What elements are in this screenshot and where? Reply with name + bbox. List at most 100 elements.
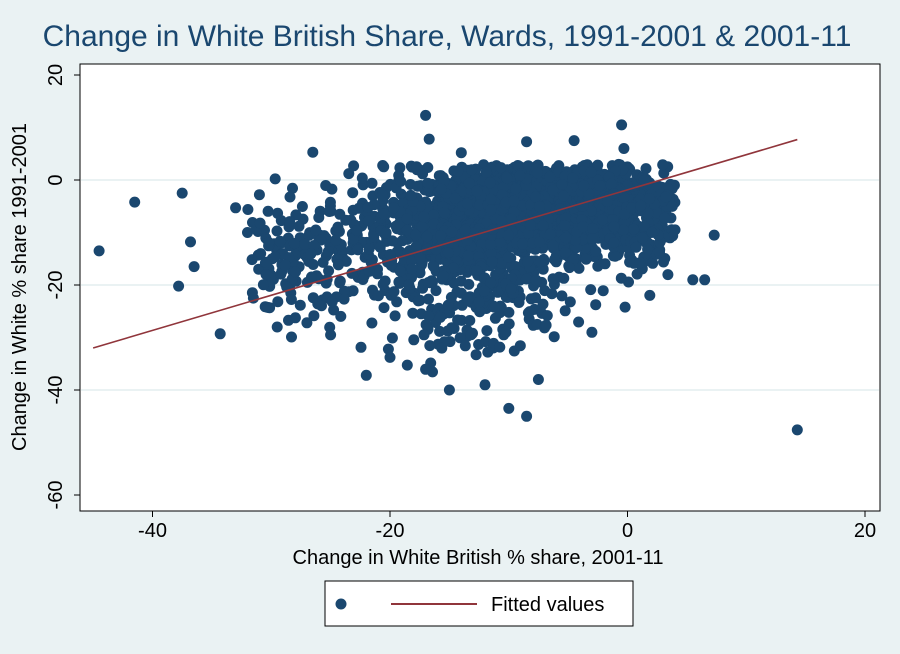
scatter-points <box>93 109 803 436</box>
scatter-point <box>410 241 422 253</box>
scatter-point <box>471 265 483 276</box>
scatter-point <box>347 187 359 199</box>
scatter-point <box>380 227 392 239</box>
scatter-point <box>587 223 599 234</box>
scatter-point <box>395 175 407 187</box>
scatter-point <box>422 277 434 288</box>
scatter-point <box>577 221 589 233</box>
scatter-point <box>317 256 329 268</box>
scatter-point <box>368 231 380 243</box>
scatter-point-outlier <box>307 146 319 158</box>
scatter-point <box>379 275 391 287</box>
scatter-point-outlier <box>253 189 265 201</box>
scatter-point <box>646 226 658 238</box>
scatter-point-outlier <box>301 317 313 329</box>
scatter-point <box>662 269 674 281</box>
scatter-point <box>310 224 322 236</box>
scatter-point <box>322 246 334 257</box>
scatter-point <box>500 326 512 338</box>
scatter-point <box>637 232 648 244</box>
legend: Fitted values <box>324 580 634 627</box>
scatter-point <box>578 180 590 192</box>
scatter-point <box>481 325 493 337</box>
scatter-point <box>642 243 654 255</box>
scatter-point <box>549 254 560 266</box>
scatter-point-outlier <box>532 374 544 385</box>
scatter-point <box>522 256 534 268</box>
scatter-point <box>465 329 477 341</box>
scatter-point <box>485 193 497 205</box>
scatter-point <box>609 250 621 262</box>
scatter-point <box>388 286 400 298</box>
scatter-point <box>254 217 266 229</box>
scatter-point-outlier <box>479 379 491 391</box>
scatter-point <box>242 204 254 215</box>
scatter-point <box>583 188 595 200</box>
scatter-point <box>306 271 317 283</box>
scatter-point <box>540 319 552 331</box>
scatter-point <box>434 311 446 323</box>
scatter-point-outlier <box>616 119 628 131</box>
scatter-point <box>421 231 433 243</box>
scatter-point <box>547 184 559 196</box>
scatter-point <box>436 342 448 354</box>
scatter-point <box>296 201 308 212</box>
scatter-point <box>294 299 306 311</box>
scatter-point <box>547 240 559 252</box>
scatter-point <box>366 177 378 189</box>
scatter-point <box>520 273 532 285</box>
scatter-point <box>590 299 602 311</box>
scatter-point <box>372 290 384 302</box>
scatter-point <box>459 224 471 236</box>
scatter-point <box>401 359 413 371</box>
scatter-point <box>308 310 320 322</box>
scatter-point <box>378 208 390 220</box>
scatter-point <box>644 289 656 301</box>
scatter-point <box>423 293 434 305</box>
scatter-point-outlier <box>423 133 435 145</box>
scatter-point <box>332 259 344 271</box>
scatter-point <box>608 237 620 249</box>
scatter-point <box>502 251 514 263</box>
scatter-point <box>617 224 629 236</box>
scatter-point <box>489 301 500 313</box>
scatter-point <box>388 202 400 214</box>
scatter-point <box>657 159 669 171</box>
scatter-point-outlier <box>618 143 630 154</box>
scatter-point <box>523 227 534 239</box>
scatter-point <box>338 293 350 305</box>
x-axis-label: Change in White British % share, 2001-11 <box>293 547 664 569</box>
scatter-point <box>548 331 560 343</box>
scatter-point-outlier <box>687 274 699 286</box>
scatter-point <box>330 234 342 246</box>
scatter-point <box>422 177 434 189</box>
axis-ticks: 20 0 -20 -40 -60 -40 -20 0 20 <box>45 64 876 542</box>
y-tick-label: -60 <box>45 481 67 510</box>
scatter-point <box>659 212 671 224</box>
scatter-point <box>447 262 459 274</box>
scatter-point <box>466 164 478 176</box>
scatter-point <box>594 180 606 192</box>
scatter-point <box>541 310 553 322</box>
scatter-point <box>563 262 575 274</box>
scatter-point <box>260 269 272 280</box>
scatter-point <box>289 312 301 324</box>
scatter-point <box>269 251 281 263</box>
scatter-point-outlier <box>230 202 242 214</box>
y-tick-label: -20 <box>45 271 67 300</box>
scatter-point <box>494 236 506 248</box>
scatter-point-outlier <box>325 329 337 341</box>
scatter-point <box>332 221 344 233</box>
scatter-point <box>326 296 338 308</box>
scatter-point <box>386 332 398 344</box>
scatter-point <box>509 261 521 272</box>
scatter-point-outlier <box>521 410 533 422</box>
scatter-point <box>478 285 490 297</box>
scatter-point-outlier <box>271 321 283 333</box>
scatter-point <box>534 201 545 212</box>
scatter-point <box>485 247 497 259</box>
scatter-point <box>505 283 517 295</box>
scatter-point <box>534 236 545 248</box>
scatter-point <box>403 279 415 291</box>
